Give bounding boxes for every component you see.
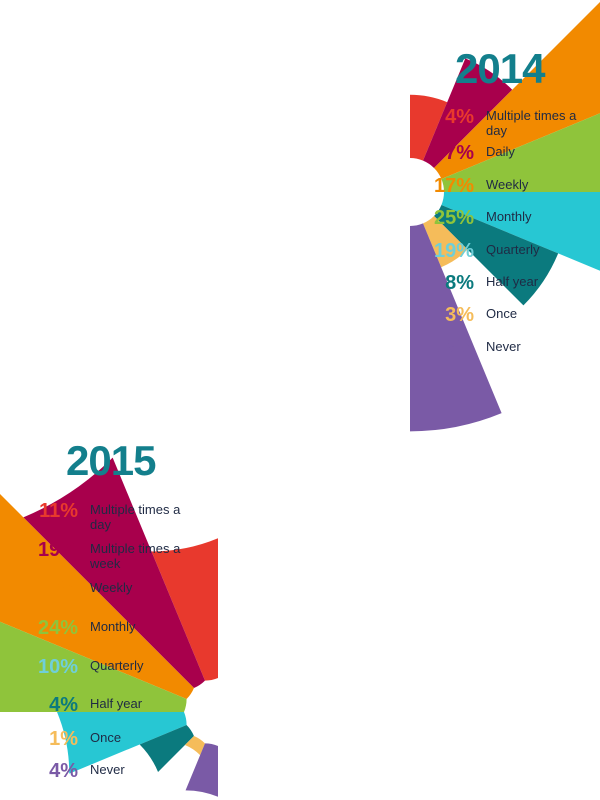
rose-chart-2014 (410, 2, 600, 432)
chart-title-2015: 2015 (66, 437, 156, 484)
legend-item-2014-half-year: 8% Half year (430, 272, 582, 294)
legend-label: Daily (486, 144, 515, 159)
legend-item-2015-never: 4% Never (30, 760, 190, 782)
slice-2014-daily (423, 58, 513, 168)
slice-2014-multiple-times-a-day (410, 94, 448, 161)
legend-percent: 7% (445, 142, 474, 164)
legend-percent: 19% (433, 240, 474, 262)
legend-label: Never (90, 762, 125, 777)
legend-item-2015-multiple-times-a-day: 11% Multiple times a day (30, 500, 190, 532)
legend-percent: 4% (445, 106, 474, 128)
legend-label: Half year (486, 274, 539, 289)
slice-2015-never (185, 743, 218, 797)
chart-title-2014: 2014 (455, 45, 545, 92)
slice-2014-quarterly (441, 192, 600, 271)
slice-2015-weekly (0, 494, 194, 699)
legend-item-2015-once: 1% Once (30, 728, 190, 750)
legend-item-2014-daily: 7% Daily (430, 142, 582, 164)
slice-2014-once (423, 216, 468, 268)
slice-2015-half-year (139, 725, 194, 772)
slice-2014-half-year (434, 205, 559, 306)
slice-2015-monthly (0, 621, 187, 712)
legend-percent: 13% (433, 337, 474, 359)
legend-label: Monthly (486, 209, 532, 224)
legend-label: Quarterly (486, 242, 540, 257)
legend-item-2015-half-year: 4% Half year (30, 694, 190, 716)
legend-item-2014-multiple-times-a-day: 4% Multiple times a day (430, 106, 582, 138)
legend-percent: 10% (37, 656, 78, 678)
legend-percent: 11% (39, 500, 78, 522)
legend-item-2015-quarterly: 10% Quarterly (30, 656, 190, 678)
slice-2015-multiple-times-a-day (151, 538, 218, 681)
slice-2015-once (184, 736, 205, 756)
legend-item-2015-weekly: 27% Weekly (30, 578, 190, 600)
slice-2015-multiple-times-a-week (23, 457, 205, 688)
rose-chart-2015 (0, 457, 218, 797)
legend-item-2015-monthly: 24% Monthly (30, 617, 190, 639)
legend-percent: 19% (37, 539, 78, 561)
legend-label: Weekly (90, 580, 133, 595)
legend-percent: 27% (37, 578, 78, 600)
legend-label: Once (486, 306, 518, 321)
legend-item-2015-multiple-times-a-week: 19% Multiple times a week (30, 539, 190, 571)
legend-percent: 3% (445, 304, 474, 326)
legend-item-2014-weekly: 17% Weekly (430, 175, 582, 197)
legend-label: Once (90, 730, 122, 745)
legend-percent: 1% (49, 728, 78, 750)
legend-label: Half year (90, 696, 143, 711)
legend-item-2014-monthly: 25% Monthly (430, 207, 582, 229)
legend-percent: 17% (433, 175, 474, 197)
legend-item-2014-once: 3% Once (430, 304, 582, 326)
legend-label: Quarterly (90, 658, 144, 673)
legend-percent: 25% (433, 207, 474, 229)
legend-label: Multiple times a day (486, 108, 577, 138)
legend-item-2014-never: 13% Never (430, 337, 582, 359)
legend-label: Multiple times a day (90, 502, 181, 532)
slice-2015-quarterly (57, 712, 187, 774)
slice-2014-weekly (434, 2, 600, 179)
legend-item-2014-quarterly: 19% Quarterly (430, 240, 582, 262)
legend-percent: 4% (49, 694, 78, 716)
legend-label: Monthly (90, 619, 136, 634)
legend-label: Weekly (486, 177, 529, 192)
legend-percent: 4% (49, 760, 78, 782)
legend-percent: 24% (37, 617, 78, 639)
legend-label: Never (486, 339, 521, 354)
slice-2014-monthly (441, 113, 600, 192)
slice-2014-never (410, 223, 502, 432)
legend-label: Multiple times a week (90, 541, 181, 571)
legend-percent: 8% (445, 272, 474, 294)
